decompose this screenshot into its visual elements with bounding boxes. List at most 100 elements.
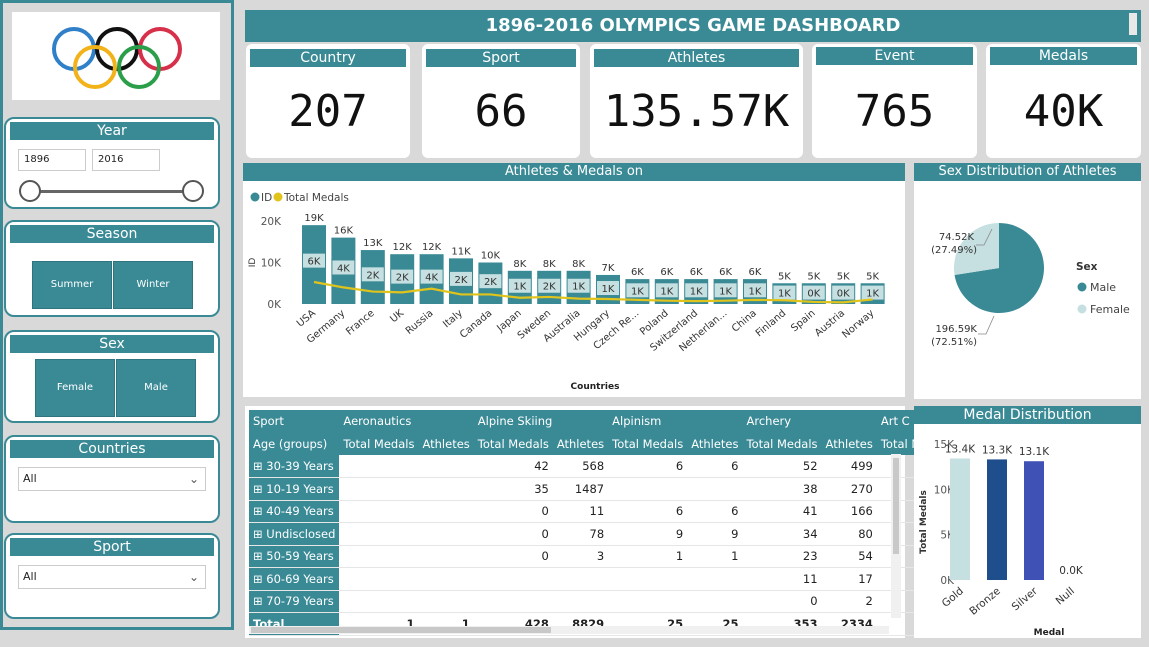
year-slider-end-handle[interactable] <box>182 180 204 202</box>
matrix-row-label[interactable]: ⊞ 50-59 Years <box>249 545 340 568</box>
filter-sidebar: Year 1896 2016 Season Summer Winter Sex … <box>0 0 234 630</box>
season-winter-button[interactable]: Winter <box>113 261 193 309</box>
matrix-sport-col[interactable]: Archery <box>742 410 877 433</box>
row-label-text: 70-79 Years <box>266 594 334 609</box>
y-tick-label: 20K <box>261 216 282 228</box>
medal-label-box <box>538 278 561 293</box>
matrix-sport-col[interactable]: Alpinism <box>608 410 743 433</box>
pie-label-male-value: 196.59K <box>935 324 977 335</box>
bar-data-label: 11K <box>451 246 471 257</box>
matrix-row-label[interactable]: ⊞ 60-69 Years <box>249 567 340 591</box>
table-cell: 499 <box>821 455 877 478</box>
bar-data-label: 6K <box>660 267 673 278</box>
matrix-sub-header: Athletes <box>821 432 877 455</box>
matrix-row-label[interactable]: ⊞ 70-79 Years <box>249 590 340 613</box>
pie-label-female-value: 74.52K <box>939 232 975 243</box>
table-cell <box>339 567 419 591</box>
table-row[interactable]: ⊞ Undisclosed 0 78 9 9 34 80 <box>249 522 956 546</box>
medal-bar-gold <box>950 458 970 580</box>
x-tick-label: Bronze <box>967 585 1003 618</box>
medal-data-label: 1K <box>719 286 732 297</box>
dashboard-title: 1896-2016 OLYMPICS GAME DASHBOARD <box>245 10 1141 42</box>
matrix-sub-header: Athletes <box>687 432 743 455</box>
season-summer-button[interactable]: Summer <box>32 261 112 309</box>
expand-icon[interactable]: ⊞ <box>253 459 267 473</box>
medal-data-label: 2K <box>455 275 468 286</box>
kpi-country-label: Country <box>250 49 406 67</box>
medal-distribution-title: Medal Distribution <box>914 406 1141 424</box>
x-tick-label: Gold <box>940 585 966 610</box>
matrix-horizontal-scrollbar[interactable] <box>249 626 889 634</box>
medal-data-label: 6K <box>308 257 321 268</box>
table-cell: 0 <box>742 590 822 613</box>
table-cell: 11 <box>742 567 822 591</box>
y-axis-title: Total Medals <box>919 490 929 554</box>
pie-label-male-pct: (72.51%) <box>931 337 977 348</box>
matrix-row-label[interactable]: ⊞ 30-39 Years <box>249 455 340 478</box>
table-cell: 11 <box>552 500 609 523</box>
table-row[interactable]: ⊞ 70-79 Years 0 2 <box>249 590 956 613</box>
table-cell: 17 <box>821 567 877 591</box>
expand-icon[interactable]: ⊞ <box>253 549 267 564</box>
expand-icon[interactable]: ⊞ <box>253 481 267 496</box>
bar-data-label: 19K <box>304 213 324 224</box>
matrix-row-label[interactable]: ⊞ 40-49 Years <box>249 500 340 523</box>
medal-label-box <box>361 267 384 282</box>
row-label-text: 60-69 Years <box>266 571 334 586</box>
sport-dropdown[interactable]: All ⌄ <box>18 565 206 589</box>
medal-data-label: 1K <box>866 289 879 300</box>
season-filter: Season Summer Winter <box>4 220 220 317</box>
table-cell <box>418 455 474 478</box>
medal-label-box <box>714 283 737 298</box>
sex-distribution-pie: 74.52K (27.49%) 196.59K (72.51%) Sex Male Fema… <box>931 223 1130 348</box>
matrix-sport-col[interactable]: Aeronautics <box>339 410 474 433</box>
sport-filter-title: Sport <box>10 538 214 556</box>
table-row[interactable]: ⊞ 60-69 Years 11 17 <box>249 567 956 591</box>
medal-bar-bronze <box>987 459 1007 580</box>
medal-data-label: 4K <box>425 273 438 284</box>
table-cell: 0 <box>473 545 553 568</box>
kpi-sport-label: Sport <box>426 49 576 67</box>
sex-female-button[interactable]: Female <box>35 359 115 417</box>
chevron-down-icon: ⌄ <box>188 570 199 584</box>
matrix-row-label[interactable]: ⊞ Undisclosed <box>249 522 340 546</box>
year-from-input[interactable]: 1896 <box>18 149 86 171</box>
sex-distribution-panel: Sex Distribution of Athletes 74.52K (27.4… <box>914 163 1141 399</box>
x-tick-label: Null <box>1054 585 1077 607</box>
sex-filter: Sex Female Male <box>4 330 220 423</box>
table-cell <box>339 590 419 613</box>
table-row[interactable]: ⊞ 50-59 Years 0 3 1 1 23 54 <box>249 545 956 568</box>
countries-dropdown[interactable]: All ⌄ <box>18 467 206 491</box>
year-to-input[interactable]: 2016 <box>92 149 160 171</box>
matrix-vertical-scrollbar[interactable] <box>891 454 901 618</box>
table-row[interactable]: ⊞ 30-39 Years 42 568 6 6 52 499 <box>249 455 956 478</box>
bar-data-label: 0.0K <box>1059 565 1084 577</box>
expand-icon[interactable]: ⊞ <box>253 571 267 586</box>
expand-icon[interactable]: ⊞ <box>253 504 267 519</box>
legend-medals-label: Total Medals <box>283 192 349 204</box>
medal-label-box <box>479 274 502 289</box>
row-label-text: 10-19 Years <box>266 481 334 496</box>
table-row[interactable]: ⊞ 40-49 Years 0 11 6 6 41 166 <box>249 500 956 523</box>
table-cell <box>687 567 743 591</box>
expand-icon[interactable]: ⊞ <box>253 526 267 541</box>
medal-label-box <box>626 283 649 298</box>
table-row[interactable]: ⊞ 10-19 Years 35 1487 38 270 <box>249 477 956 501</box>
matrix-sport-col[interactable]: Alpine Skiing <box>473 410 609 433</box>
medal-label-box <box>332 260 355 275</box>
table-cell: 270 <box>821 477 877 501</box>
x-tick-label: Finland <box>754 308 788 339</box>
sex-male-button[interactable]: Male <box>116 359 196 417</box>
athletes-medals-chart-title: Athletes & Medals on <box>243 163 905 181</box>
y-tick-label: 10K <box>261 258 282 270</box>
table-cell: 0 <box>473 500 553 523</box>
table-cell: 23 <box>742 545 822 568</box>
year-slider-start-handle[interactable] <box>19 180 41 202</box>
table-cell: 80 <box>821 522 877 546</box>
title-scrollbar[interactable] <box>1129 13 1137 35</box>
x-tick-label: Silver <box>1010 585 1041 614</box>
row-label-text: 40-49 Years <box>266 504 334 519</box>
expand-icon[interactable]: ⊞ <box>253 594 267 609</box>
matrix-row-label[interactable]: ⊞ 10-19 Years <box>249 477 340 501</box>
